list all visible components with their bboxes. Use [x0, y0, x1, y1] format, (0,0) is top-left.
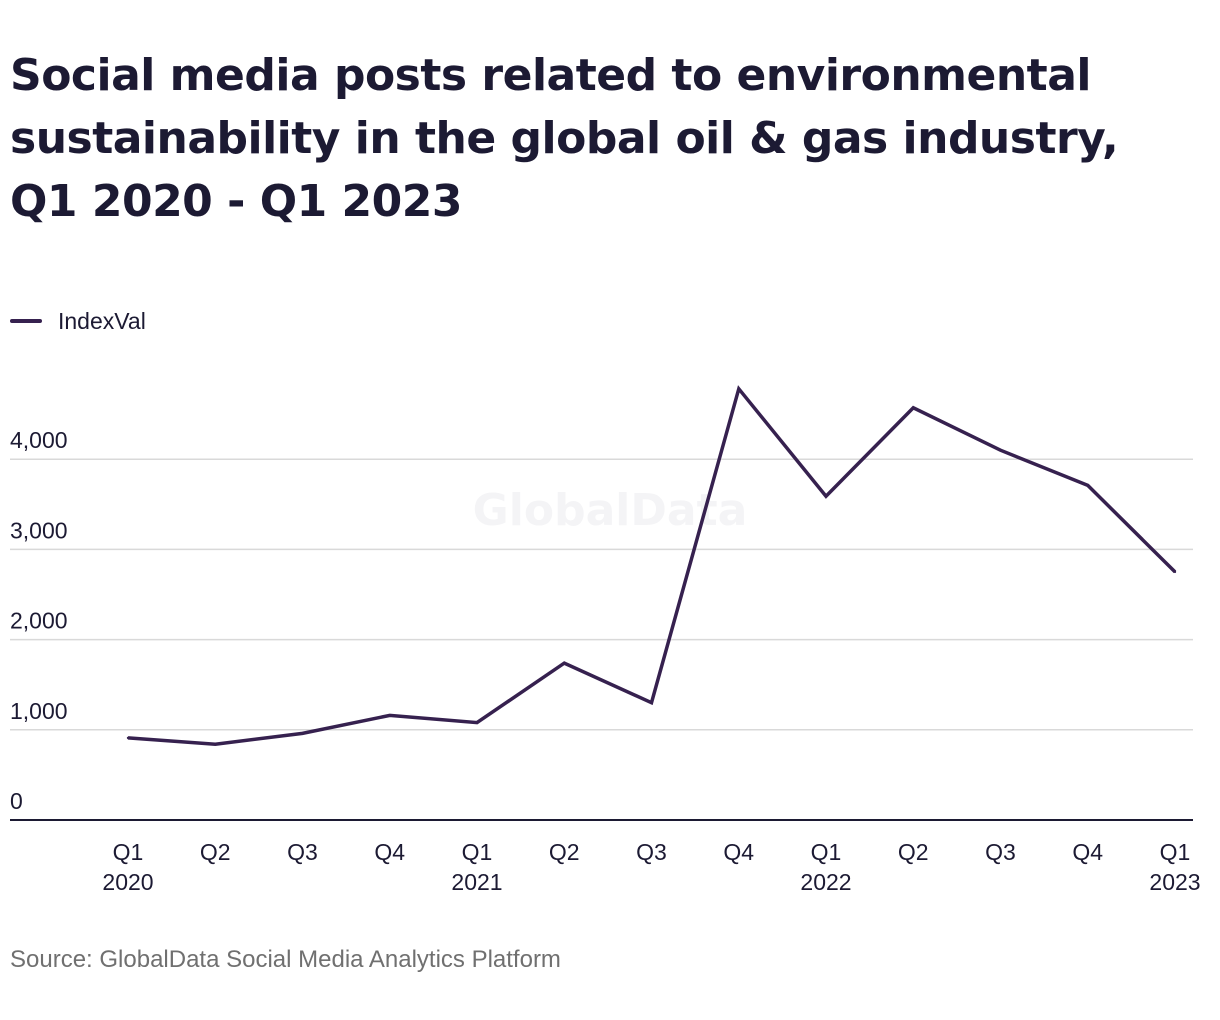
chart-title: Social media posts related to environmen… — [10, 50, 1119, 227]
legend-swatch — [10, 319, 42, 323]
x-tick-label: Q3 — [287, 839, 318, 865]
x-tick-label: Q4 — [723, 839, 754, 865]
data-point — [475, 721, 479, 724]
x-tick-label: Q2 — [549, 839, 580, 865]
x-tick-label: Q1 2020 — [102, 839, 153, 895]
y-tick-label: 0 — [10, 788, 23, 814]
data-point — [999, 449, 1002, 452]
data-point — [912, 406, 915, 409]
x-tick-label: Q2 — [898, 839, 929, 865]
data-point — [737, 387, 740, 390]
y-tick-label: 1,000 — [10, 698, 68, 724]
data-point — [1086, 484, 1090, 487]
data-point — [126, 736, 130, 740]
data-point — [824, 495, 828, 498]
x-tick-label: Q3 — [636, 839, 667, 865]
chart-legend: IndexVal — [10, 306, 146, 336]
legend-label-indexval: IndexVal — [58, 307, 146, 334]
data-point — [388, 714, 391, 717]
x-tick-label: Q4 — [1072, 839, 1103, 865]
source-note: Source: GlobalData Social Media Analytic… — [10, 946, 561, 973]
data-point — [650, 701, 653, 704]
data-point — [301, 732, 304, 735]
y-tick-label: 4,000 — [10, 427, 68, 453]
data-point — [1173, 570, 1177, 574]
x-tick-label: Q3 — [985, 839, 1016, 865]
series-line-indexval — [127, 385, 1177, 746]
x-tick-label: Q4 — [374, 839, 405, 865]
x-tick-label: Q1 2022 — [800, 839, 851, 895]
data-point — [214, 743, 217, 746]
y-tick-label: 3,000 — [10, 517, 68, 543]
y-tick-label: 2,000 — [10, 608, 68, 634]
x-tick-label: Q2 — [200, 839, 231, 865]
data-point — [563, 661, 566, 665]
x-tick-label: Q1 2023 — [1149, 839, 1200, 895]
x-tick-label: Q1 2021 — [451, 839, 502, 895]
